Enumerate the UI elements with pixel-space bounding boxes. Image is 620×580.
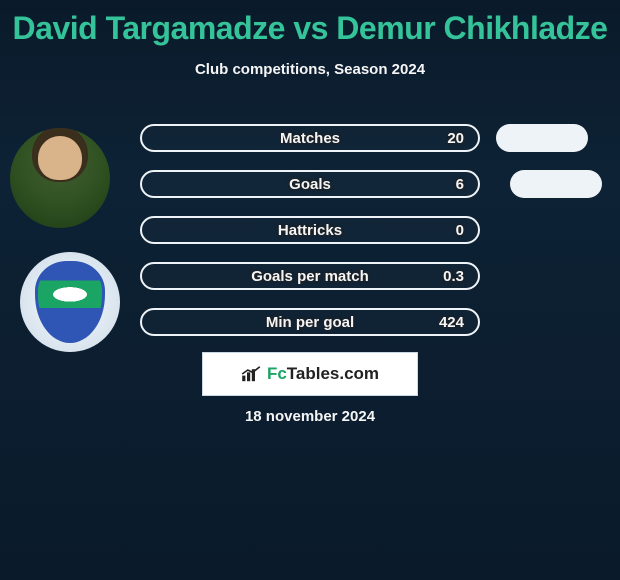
stat-bar-hattricks: Hattricks 0 — [140, 216, 480, 244]
stat-label: Goals per match — [251, 268, 369, 285]
stat-value: 424 — [439, 314, 464, 331]
stat-label: Goals — [289, 176, 331, 193]
stat-label: Min per goal — [266, 314, 354, 331]
branding-text: FcTables.com — [267, 364, 379, 384]
stat-bar-min-per-goal: Min per goal 424 — [140, 308, 480, 336]
bar-chart-icon — [241, 366, 261, 382]
stat-bar-matches: Matches 20 — [140, 124, 480, 152]
page-subtitle: Club competitions, Season 2024 — [0, 61, 620, 78]
player-avatar — [10, 128, 110, 228]
stat-value: 20 — [447, 130, 464, 147]
blank-pill — [496, 124, 588, 152]
stat-value: 6 — [456, 176, 464, 193]
right-pill-column — [496, 124, 602, 216]
stats-list: Matches 20 Goals 6 Hattricks 0 Goals per… — [140, 124, 480, 354]
stat-value: 0 — [456, 222, 464, 239]
stat-bar-goals-per-match: Goals per match 0.3 — [140, 262, 480, 290]
branding-suffix: Tables.com — [287, 364, 379, 383]
stat-value: 0.3 — [443, 268, 464, 285]
avatar-column — [10, 128, 110, 376]
club-crest-avatar — [20, 252, 120, 352]
page-title: David Targamadze vs Demur Chikhladze — [0, 0, 620, 47]
stat-label: Matches — [280, 130, 340, 147]
fctables-branding[interactable]: FcTables.com — [202, 352, 418, 396]
date-label: 18 november 2024 — [0, 408, 620, 425]
stat-bar-goals: Goals 6 — [140, 170, 480, 198]
blank-pill — [510, 170, 602, 198]
stat-label: Hattricks — [278, 222, 342, 239]
branding-prefix: Fc — [267, 364, 287, 383]
